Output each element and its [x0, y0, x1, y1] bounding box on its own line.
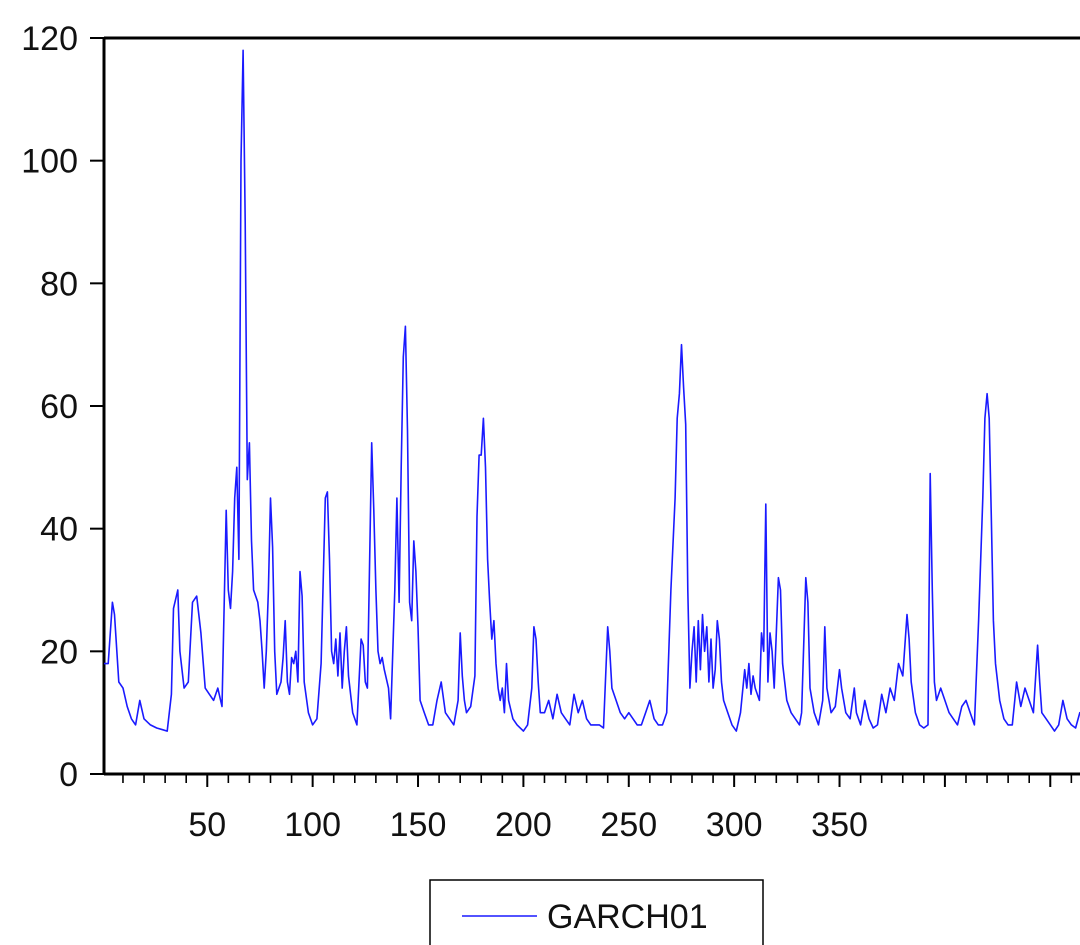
x-tick-label: 150: [390, 806, 447, 844]
y-tick-label: 100: [21, 143, 78, 181]
x-tick-label: 50: [188, 806, 226, 844]
x-tick-label: 200: [495, 806, 552, 844]
x-axis: 50 100 150 200 250 300 350: [122, 774, 1073, 844]
legend-label-garch01: GARCH01: [547, 898, 708, 936]
series-line-garch01: [104, 49, 1080, 732]
x-tick-label: 300: [706, 806, 763, 844]
x-tick-label: 350: [811, 806, 868, 844]
x-tick-label: 250: [600, 806, 657, 844]
y-tick-label: 60: [40, 388, 78, 426]
y-tick-label: 120: [21, 20, 78, 58]
legend: GARCH01: [429, 879, 764, 945]
y-axis: 0 20 40 60 80 100 120: [21, 20, 104, 794]
legend-box: [429, 879, 764, 945]
series-layer: [104, 49, 1080, 732]
y-tick-label: 40: [40, 511, 78, 549]
x-tick-label: 100: [284, 806, 341, 844]
y-tick-label: 20: [40, 633, 78, 671]
y-tick-label: 80: [40, 265, 78, 303]
y-tick-label: 0: [59, 756, 78, 794]
